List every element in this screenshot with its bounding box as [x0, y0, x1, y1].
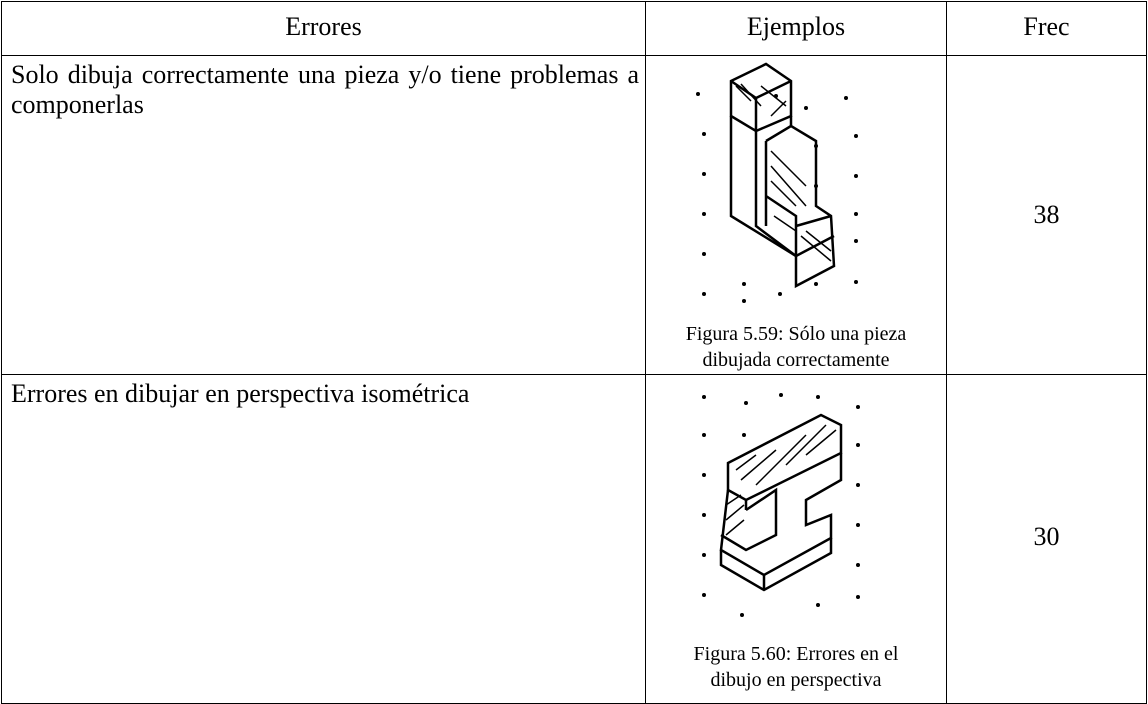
header-cell: Frec — [946, 1, 1147, 56]
error-text: Solo dibuja correctamente una pieza y/o … — [11, 60, 639, 119]
frequency-cell: 38 — [946, 55, 1147, 375]
caption-line: dibujada correctamente — [702, 349, 890, 371]
error-cell: Errores en dibujar en perspectiva isomét… — [1, 374, 646, 704]
header-cell: Errores — [1, 1, 646, 56]
error-cell: Solo dibuja correctamente una pieza y/o … — [1, 55, 646, 375]
header-text: Errores — [285, 12, 362, 41]
sketch — [702, 393, 860, 617]
header-text: Frec — [1023, 12, 1070, 41]
frequency-text: 38 — [1033, 200, 1060, 229]
example-cell: Figura 5.59: Sólo una pieza dibujada corr… — [645, 55, 947, 375]
caption-line: Figura 5.59: Sólo una pieza — [685, 323, 907, 345]
frequency-cell: 30 — [946, 374, 1147, 704]
example-cell: Figura 5.60: Errores en el dibujo en pers… — [645, 374, 947, 704]
sketch — [696, 62, 858, 303]
header-cell: Ejemplos — [645, 1, 947, 56]
caption-line: dibujo en perspectiva — [710, 669, 882, 691]
header-text: Ejemplos — [746, 12, 846, 41]
caption-line: Figura 5.60: Errores en el — [693, 643, 899, 665]
frequency-text: 30 — [1033, 522, 1060, 551]
error-text: Errores en dibujar en perspectiva isomét… — [11, 379, 470, 408]
